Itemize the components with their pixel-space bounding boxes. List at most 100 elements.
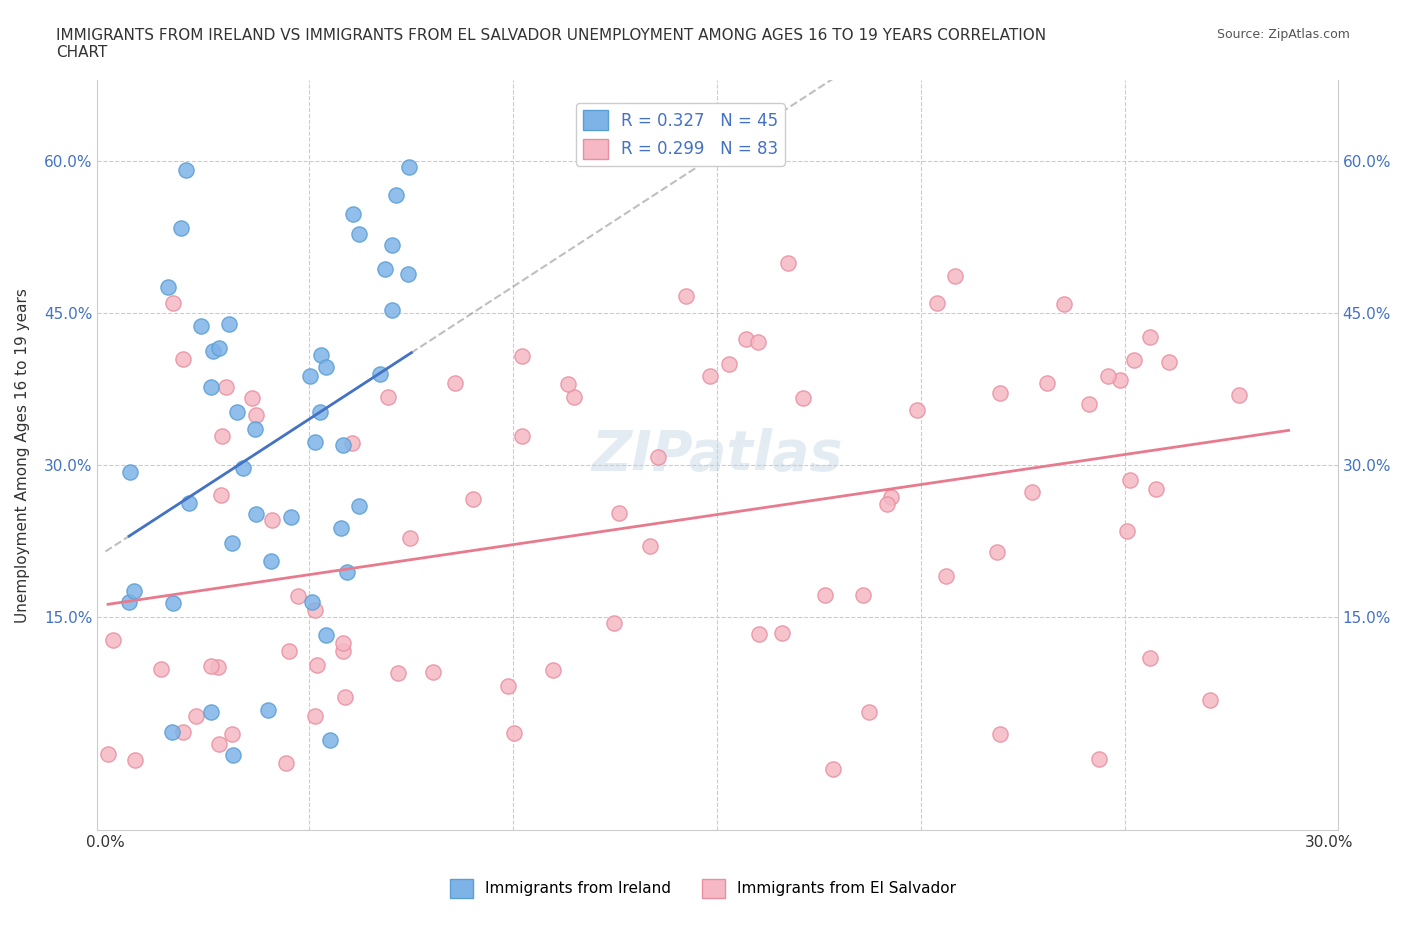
- Point: [852, 587, 875, 602]
- Point: [97, 746, 120, 761]
- Point: [190, 319, 212, 334]
- Point: [340, 435, 363, 450]
- Point: [298, 368, 321, 383]
- Point: [177, 496, 200, 511]
- Point: [562, 390, 585, 405]
- Point: [675, 288, 697, 303]
- Point: [603, 616, 626, 631]
- Point: [368, 367, 391, 382]
- Point: [209, 488, 232, 503]
- Point: [172, 724, 194, 739]
- Point: [315, 360, 337, 375]
- Point: [333, 690, 356, 705]
- Point: [304, 603, 326, 618]
- Point: [858, 704, 880, 719]
- Point: [925, 296, 948, 311]
- Point: [221, 727, 243, 742]
- Point: [381, 302, 404, 317]
- Point: [778, 256, 800, 271]
- Point: [308, 405, 330, 419]
- Point: [718, 357, 741, 372]
- Point: [699, 368, 721, 383]
- Point: [336, 565, 359, 579]
- Point: [150, 661, 173, 676]
- Point: [207, 340, 229, 355]
- Point: [332, 644, 354, 658]
- Point: [381, 238, 404, 253]
- Point: [387, 665, 409, 680]
- Point: [792, 391, 814, 405]
- Point: [342, 207, 364, 222]
- Point: [160, 724, 183, 739]
- Point: [332, 437, 354, 452]
- Point: [349, 227, 371, 242]
- Point: [541, 663, 564, 678]
- Point: [305, 658, 328, 672]
- Point: [770, 625, 793, 640]
- Point: [943, 269, 966, 284]
- Point: [1122, 352, 1144, 367]
- Point: [510, 429, 533, 444]
- Point: [734, 332, 756, 347]
- Point: [245, 506, 267, 521]
- Point: [218, 316, 240, 331]
- Point: [200, 658, 222, 673]
- Point: [1088, 751, 1111, 766]
- Point: [1139, 330, 1161, 345]
- Point: [174, 163, 197, 178]
- Point: [640, 538, 662, 553]
- Point: [461, 492, 484, 507]
- Point: [274, 756, 297, 771]
- Point: [1021, 485, 1043, 499]
- Point: [211, 429, 233, 444]
- Point: [260, 553, 283, 568]
- Point: [1157, 354, 1180, 369]
- Point: [232, 461, 254, 476]
- Point: [814, 587, 837, 602]
- Point: [245, 421, 267, 436]
- Point: [200, 379, 222, 394]
- Text: IMMIGRANTS FROM IRELAND VS IMMIGRANTS FROM EL SALVADOR UNEMPLOYMENT AMONG AGES 1: IMMIGRANTS FROM IRELAND VS IMMIGRANTS FR…: [56, 28, 1046, 60]
- Y-axis label: Unemployment Among Ages 16 to 19 years: Unemployment Among Ages 16 to 19 years: [15, 287, 30, 622]
- Point: [222, 748, 245, 763]
- Text: Source: ZipAtlas.com: Source: ZipAtlas.com: [1216, 28, 1350, 41]
- Point: [1229, 388, 1251, 403]
- Point: [240, 391, 263, 405]
- Point: [935, 569, 957, 584]
- Point: [170, 220, 193, 235]
- Point: [385, 188, 408, 203]
- Point: [245, 407, 267, 422]
- Point: [1097, 368, 1119, 383]
- Point: [278, 644, 301, 658]
- Point: [1036, 376, 1059, 391]
- Point: [1144, 482, 1167, 497]
- Point: [280, 509, 302, 524]
- Point: [1198, 693, 1220, 708]
- Point: [215, 379, 238, 394]
- Point: [398, 531, 420, 546]
- Point: [319, 733, 342, 748]
- Point: [876, 497, 898, 512]
- Point: [120, 465, 142, 480]
- Point: [510, 349, 533, 364]
- Point: [502, 725, 524, 740]
- Point: [1108, 373, 1130, 388]
- Point: [202, 344, 225, 359]
- Point: [377, 390, 399, 405]
- Point: [823, 762, 845, 777]
- Point: [226, 405, 249, 419]
- Point: [347, 498, 370, 513]
- Point: [422, 665, 444, 680]
- Point: [260, 512, 283, 527]
- Point: [162, 296, 184, 311]
- Point: [905, 402, 928, 417]
- Point: [986, 545, 1008, 560]
- Point: [315, 627, 337, 642]
- Point: [311, 348, 333, 363]
- Point: [988, 386, 1011, 401]
- Point: [880, 489, 903, 504]
- Point: [1053, 297, 1076, 312]
- Text: ZIPatlas: ZIPatlas: [592, 428, 844, 482]
- Point: [208, 737, 231, 751]
- Point: [256, 703, 278, 718]
